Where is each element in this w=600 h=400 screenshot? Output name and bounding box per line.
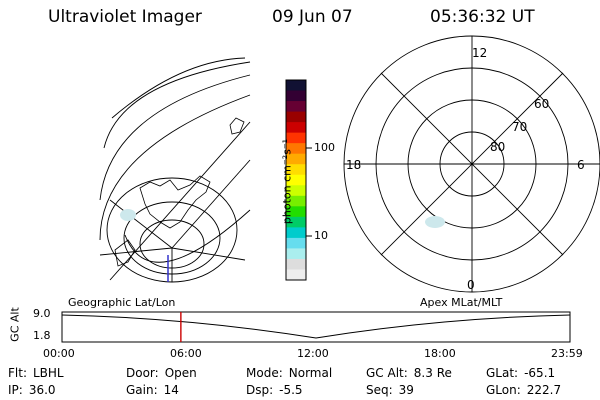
info-dsp: Dsp: -5.5 (246, 383, 303, 397)
timeline-right-caption: Apex MLat/MLT (420, 296, 503, 309)
colorbar-swatch (286, 258, 306, 270)
info-glon: GLon: 222.7 (486, 383, 562, 397)
colorbar-swatch (286, 237, 306, 249)
info-gc-alt: GC Alt: 8.3 Re (366, 366, 452, 380)
instrument-title: Ultraviolet Imager (48, 7, 202, 27)
colorbar (286, 80, 306, 281)
geographic-globe (99, 57, 251, 283)
colorbar-swatch (286, 269, 306, 281)
timeline-xtick-1: 06:00 (170, 347, 202, 360)
colorbar-swatch (286, 174, 306, 186)
info-mode: Mode: Normal (246, 366, 333, 380)
timeline-xtick-2: 12:00 (297, 347, 329, 360)
colorbar-swatch (286, 122, 306, 134)
polar-aurora-glow (425, 216, 445, 228)
colorbar-swatch (286, 216, 306, 228)
mlt-label-12: 12 (472, 46, 488, 60)
colorbar-unit-label: photon cm⁻²s⁻¹ (280, 138, 294, 225)
info-flt: Flt: LBHL (8, 366, 64, 380)
mlt-label-18: 18 (346, 158, 362, 172)
lat-label-70: 70 (512, 120, 528, 134)
colorbar-swatch (286, 153, 306, 165)
info-seq: Seq: 39 (366, 383, 414, 397)
altitude-curve (61, 314, 571, 339)
colorbar-swatch (286, 248, 306, 260)
colorbar-swatch (286, 80, 306, 92)
colorbar-label-100: 100 (314, 141, 335, 154)
time-label: 05:36:32 UT (430, 7, 535, 27)
timeline-xtick-0: 00:00 (43, 347, 75, 360)
colorbar-swatch (286, 90, 306, 102)
timeline-left-caption: Geographic Lat/Lon (68, 296, 176, 309)
info-ip: IP: 36.0 (8, 383, 56, 397)
timeline-frame (61, 311, 571, 343)
colorbar-swatch (286, 195, 306, 207)
timeline-ytick-low: 1.8 (33, 329, 51, 342)
colorbar-swatch (286, 101, 306, 113)
mlt-label-6: 6 (577, 158, 585, 172)
colorbar-swatch (286, 164, 306, 176)
aurora-glow (120, 209, 136, 221)
colorbar-swatch (286, 185, 306, 197)
colorbar-swatch (286, 227, 306, 239)
colorbar-swatch (286, 132, 306, 144)
colorbar-label-10: 10 (314, 229, 328, 242)
lat-label-60: 60 (534, 97, 550, 111)
colorbar-frame (285, 79, 307, 281)
timeline-y-axis-label: GC Alt (8, 307, 22, 342)
polar-plot (343, 35, 600, 293)
info-gain: Gain: 14 (126, 383, 179, 397)
mlt-label-0: 0 (467, 278, 475, 292)
info-glat: GLat: -65.1 (486, 366, 556, 380)
timeline-xtick-3: 18:00 (424, 347, 456, 360)
timeline-ytick-high: 9.0 (33, 307, 51, 320)
lat-label-80: 80 (490, 140, 506, 154)
info-door: Door: Open (126, 366, 197, 380)
timeline-xtick-4: 23:59 (551, 347, 583, 360)
colorbar-swatch (286, 143, 306, 155)
date-label: 09 Jun 07 (272, 7, 353, 27)
colorbar-swatch (286, 111, 306, 123)
colorbar-swatch (286, 206, 306, 218)
